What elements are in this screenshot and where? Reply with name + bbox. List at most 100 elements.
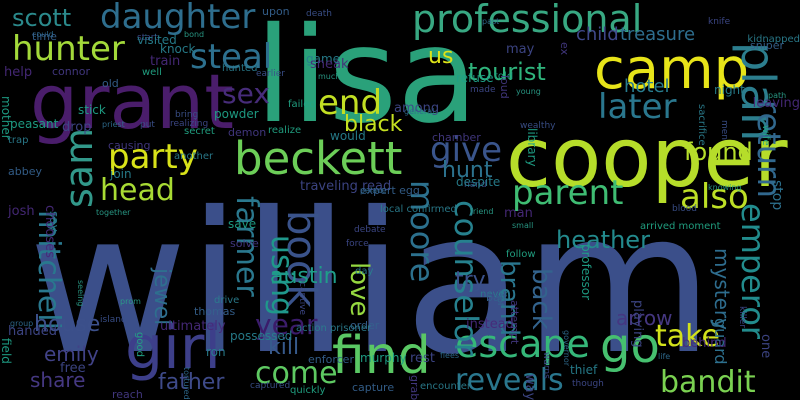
- small-word: secret: [184, 126, 215, 137]
- word-reveals: reveals: [455, 363, 564, 398]
- small-word: knock: [160, 42, 196, 56]
- small-word: another: [174, 151, 214, 162]
- small-word: hand: [464, 180, 487, 190]
- small-word: failed: [288, 99, 316, 110]
- word-head: head: [100, 173, 175, 208]
- small-word: connor: [52, 65, 90, 78]
- small-word: instead: [466, 317, 514, 332]
- small-word: ex: [558, 42, 571, 56]
- small-word: expert egg: [360, 184, 420, 197]
- small-word: grab: [408, 374, 421, 400]
- small-word: chamber: [432, 131, 481, 144]
- small-word: bond: [184, 30, 205, 39]
- small-word: sniper: [750, 39, 785, 52]
- word-child: child: [576, 24, 619, 45]
- word-camp: camp: [594, 37, 750, 102]
- small-word: action prisoner: [296, 323, 372, 334]
- small-word: professor: [579, 244, 593, 301]
- word-lisa: lisa: [255, 0, 479, 153]
- small-word: way: [522, 373, 537, 400]
- small-word: old: [102, 77, 119, 90]
- small-word: start: [137, 33, 158, 43]
- small-word: knife: [708, 17, 731, 27]
- small-word: one: [758, 334, 773, 359]
- small-word: debate: [354, 225, 386, 235]
- small-word: help: [4, 65, 33, 80]
- word-us: us: [428, 44, 454, 69]
- small-word: captive: [297, 282, 307, 316]
- small-word: together: [96, 208, 131, 217]
- word-give: give: [430, 130, 503, 170]
- small-word: follow: [506, 249, 536, 260]
- small-word: attempt: [508, 300, 521, 345]
- word-kill: kill: [268, 335, 300, 360]
- word-share: share: [30, 368, 86, 392]
- small-word: would: [330, 129, 366, 143]
- small-word: sacrifice: [696, 104, 707, 146]
- word-later: later: [598, 87, 677, 127]
- word-bandit: bandit: [660, 365, 756, 400]
- small-word: quickly: [290, 385, 326, 396]
- small-word: man: [504, 206, 533, 221]
- word-house: house: [34, 312, 101, 337]
- word-cooper: cooper: [506, 111, 788, 206]
- small-word: hunted: [222, 63, 258, 74]
- small-word: encounter: [420, 381, 471, 392]
- small-word: told: [494, 71, 514, 82]
- small-word: abbey: [8, 165, 42, 178]
- small-word: save: [228, 217, 257, 231]
- word-hotel: hotel: [624, 76, 670, 97]
- small-word: force: [346, 239, 369, 249]
- word-grant: grant: [30, 57, 235, 146]
- word-escape: escape: [455, 322, 590, 366]
- small-word: wealthy: [520, 121, 556, 131]
- small-word: ron: [206, 345, 226, 359]
- small-word: josh: [8, 204, 35, 219]
- small-word: general: [404, 107, 435, 116]
- word-heather: heather: [556, 226, 650, 254]
- word-tourist: tourist: [468, 58, 546, 86]
- small-word: loud: [498, 75, 511, 99]
- word-come: come: [255, 356, 338, 391]
- small-word: bring: [175, 110, 199, 120]
- small-word: trap: [8, 135, 29, 146]
- small-word: men: [719, 120, 729, 141]
- small-word: stick: [78, 103, 106, 117]
- small-word: warns: [541, 352, 551, 379]
- small-word: bait: [486, 291, 508, 304]
- word-take: take: [655, 319, 720, 354]
- small-word: enforcer: [308, 353, 354, 366]
- small-word: young: [516, 87, 541, 96]
- word-emily: emily: [44, 342, 99, 366]
- word-hunter: hunter: [12, 29, 125, 69]
- small-word: among: [394, 101, 440, 116]
- small-word: capture: [352, 381, 395, 394]
- word-father: father: [158, 370, 225, 395]
- small-word: behind: [682, 336, 727, 351]
- word-girl: girl: [125, 313, 222, 383]
- word-found: found: [684, 138, 753, 166]
- small-word: wife: [760, 125, 771, 146]
- small-word: field: [0, 338, 13, 364]
- word-austin: austin: [270, 264, 338, 289]
- small-word: local confirmed: [380, 204, 457, 215]
- small-word: never: [480, 289, 509, 300]
- word-william: william: [28, 170, 714, 397]
- word-daughter: daughter: [100, 0, 256, 37]
- small-word: death: [306, 9, 332, 19]
- small-word: causing: [108, 139, 151, 152]
- word-try: try: [455, 268, 486, 293]
- word-professional: professional: [412, 0, 643, 41]
- small-word: past: [482, 17, 500, 26]
- small-word: join: [110, 167, 132, 181]
- small-word: life: [658, 352, 671, 361]
- small-word: much: [318, 72, 341, 81]
- small-word: palace: [360, 186, 387, 195]
- word-find: find: [332, 326, 431, 386]
- small-word: priest: [102, 120, 125, 129]
- small-word: killer: [737, 306, 747, 328]
- word-sam: sam: [57, 127, 101, 208]
- small-word: night: [714, 83, 745, 97]
- small-word: solve: [230, 237, 259, 250]
